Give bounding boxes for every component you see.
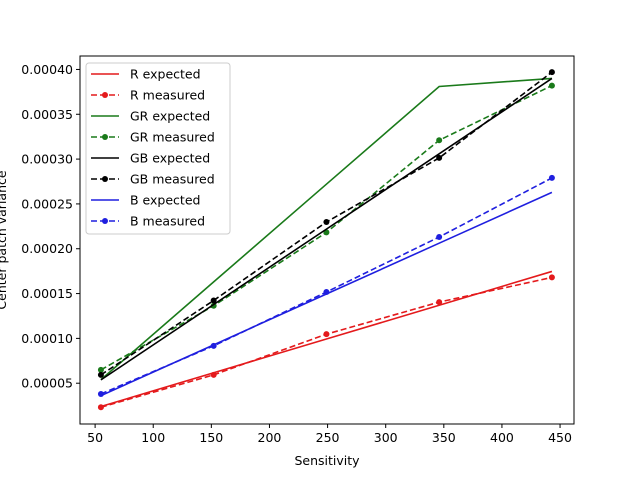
y-tick-label: 0.00015 [21,286,73,301]
data-point-gb-measured [548,69,555,76]
legend-marker [102,176,108,182]
legend-label: B measured [130,214,205,229]
data-point-r-measured [210,371,217,378]
legend-label: R expected [130,67,201,82]
data-point-b-measured [323,289,330,296]
x-tick-label: 150 [199,430,223,445]
data-point-gb-measured [323,219,330,226]
legend-item-b-expected: B expected [91,193,200,208]
legend-marker [102,92,108,98]
legend-label: R measured [130,88,205,103]
y-tick-label: 0.00040 [21,62,73,77]
data-point-gb-measured [97,371,104,378]
data-point-gr-measured [97,366,104,373]
legend-item-r-expected: R expected [91,67,201,82]
x-tick-label: 50 [87,430,103,445]
y-tick-label: 0.00020 [21,241,73,256]
x-axis-label: Sensitivity [294,453,360,468]
series-line-r-measured [100,276,553,409]
y-axis: 0.00005 0.00010 0.00015 0.00020 0.00025 0.000… [21,62,80,391]
legend-label: B expected [130,193,200,208]
legend-item-r-measured: R measured [91,88,205,103]
x-tick-label: 400 [490,430,514,445]
data-point-r-measured [436,299,443,306]
data-point-r-measured [323,331,330,338]
legend-box [85,62,231,235]
data-point-b-measured [97,390,104,397]
y-tick-label: 0.00035 [21,107,73,122]
x-tick-label: 100 [141,430,165,445]
x-axis: 50 100 150 200 250 300 350 400 450 [87,424,572,445]
x-tick-label: 350 [432,430,456,445]
y-tick-label: 0.00025 [21,196,73,211]
y-axis-label: Center patch variance [0,170,9,309]
data-point-b-measured [548,174,555,181]
legend-marker [102,134,108,140]
plot-area [97,69,555,411]
legend-item-gb-measured: GB measured [91,172,215,187]
legend-item-gb-expected: GB expected [91,151,210,166]
data-point-gr-measured [548,82,555,89]
legend: R expected R measured GR expected GR measur… [85,62,231,235]
x-tick-label: 250 [316,430,340,445]
data-point-gb-measured [436,154,443,161]
data-point-b-measured [436,233,443,240]
legend-label: GB expected [130,151,210,166]
legend-label: GB measured [130,172,215,187]
legend-marker [102,218,108,224]
y-tick-label: 0.00005 [21,376,73,391]
legend-label: GR expected [130,109,210,124]
y-tick-label: 0.00010 [21,331,73,346]
x-tick-label: 300 [374,430,398,445]
legend-item-b-measured: B measured [91,214,205,229]
legend-item-gr-expected: GR expected [91,109,210,124]
data-point-r-measured [97,404,104,411]
x-tick-label: 200 [258,430,282,445]
data-point-r-measured [548,274,555,281]
legend-label: GR measured [130,130,215,145]
data-point-gr-measured [436,137,443,144]
data-point-b-measured [210,342,217,349]
x-tick-label: 450 [548,430,572,445]
series-line-gb-expected [100,77,553,381]
legend-item-gr-measured: GR measured [91,130,215,145]
series-line-gr-expected [100,77,552,381]
data-point-gb-measured [210,297,217,304]
y-tick-label: 0.00030 [21,152,73,167]
axes-frame [79,55,575,425]
